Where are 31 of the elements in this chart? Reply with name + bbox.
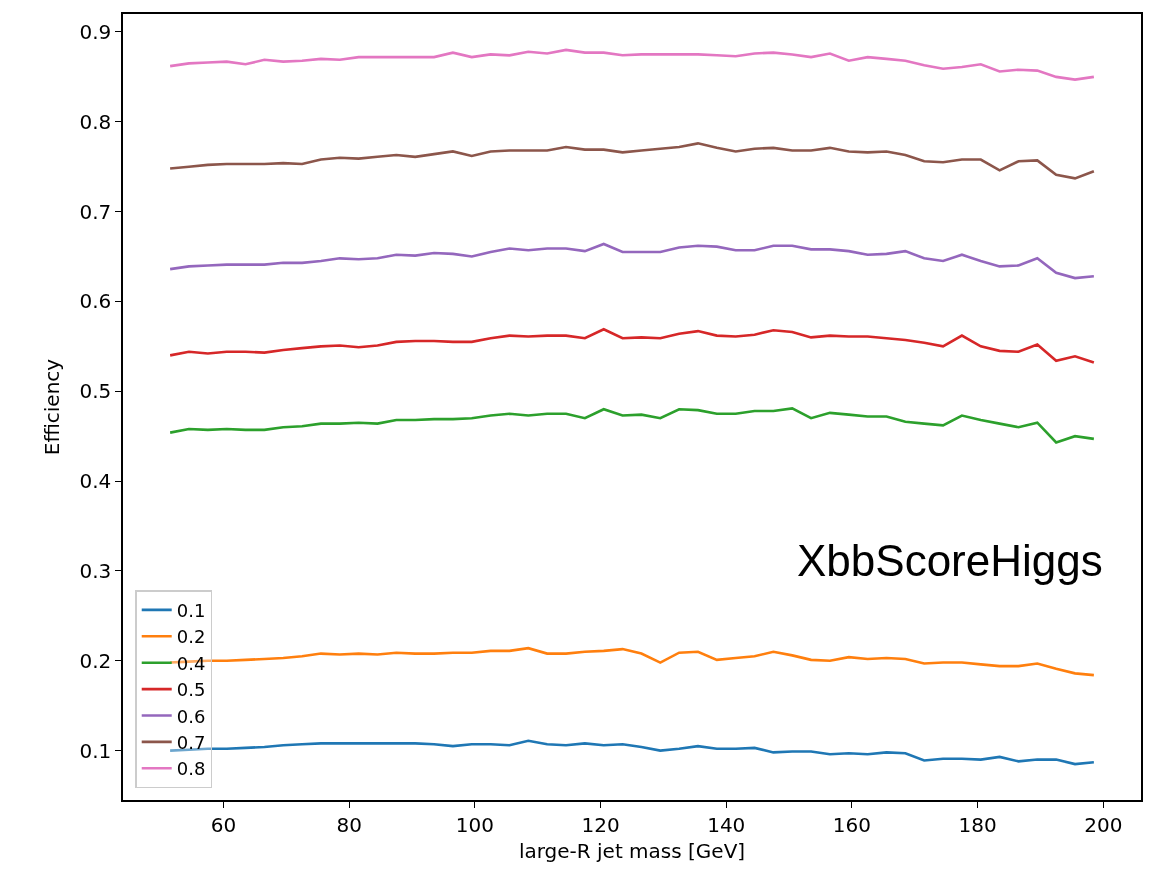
legend-label: 0.1 [176, 599, 206, 621]
y-tick-label: 0.3 [79, 558, 112, 583]
legend-label: 0.8 [176, 758, 206, 780]
line-series [168, 407, 1096, 444]
line-series [168, 48, 1096, 81]
legend-label: 0.7 [176, 731, 206, 753]
x-tick-label: 120 [581, 812, 620, 837]
y-tick-label: 0.2 [79, 648, 112, 673]
x-tick-label: 80 [336, 812, 362, 837]
y-axis-title: Efficiency [40, 358, 65, 456]
y-tick-label: 0.6 [79, 289, 112, 314]
y-tick-label: 0.4 [79, 469, 112, 494]
annotation: XbbScoreHiggs [797, 536, 1103, 585]
y-tick-label: 0.9 [79, 19, 112, 44]
legend-label: 0.5 [176, 679, 206, 701]
y-tick-label: 0.7 [79, 199, 112, 224]
x-tick-label: 200 [1084, 812, 1123, 837]
legend-label: 0.2 [176, 626, 206, 648]
y-tick-label: 0.8 [79, 109, 112, 134]
line-series [168, 328, 1096, 364]
x-tick-label: 160 [832, 812, 872, 837]
line-series [168, 142, 1096, 180]
line-series [168, 242, 1096, 280]
x-tick-label: 60 [210, 812, 237, 837]
legend-label: 0.6 [176, 705, 206, 727]
x-axis-title: large-R jet mass [GeV] [518, 838, 746, 863]
y-tick-label: 0.5 [79, 379, 112, 404]
x-tick-label: 180 [958, 812, 997, 837]
y-tick-label: 0.1 [79, 738, 112, 763]
x-tick-label: 100 [455, 812, 494, 837]
x-tick-label: 140 [707, 812, 746, 837]
